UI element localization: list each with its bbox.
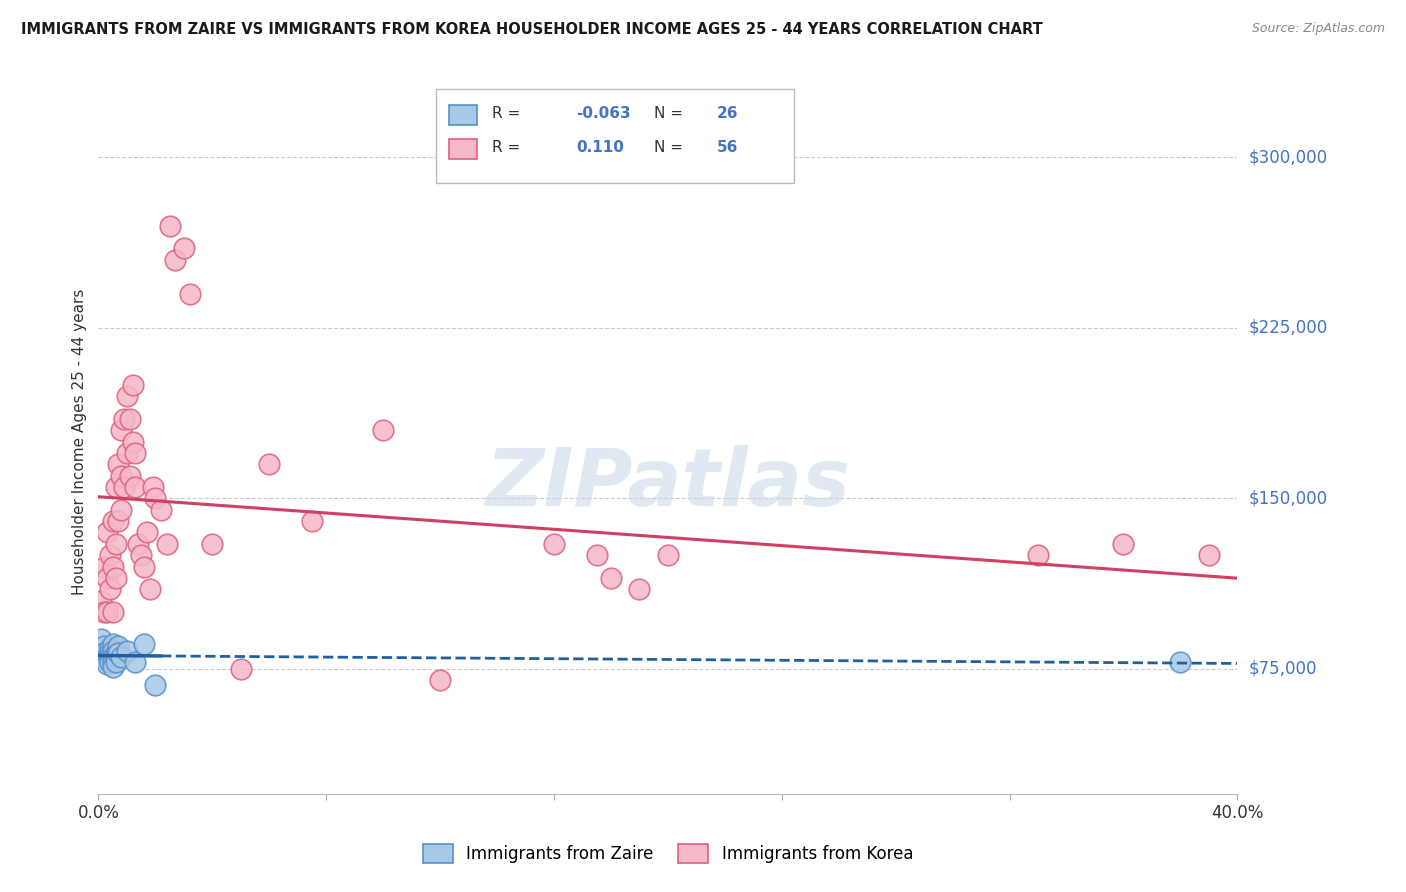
Point [124,655,146,669]
Point [1026,548,1049,562]
Point [104,571,127,585]
Point [98,582,121,597]
Text: R =: R = [492,106,526,120]
Point [104,650,127,665]
Point [96,650,118,665]
Point [543,537,565,551]
Point [110,502,132,516]
Point [115,643,138,657]
Point [159,219,181,233]
Point [132,559,155,574]
Point [93,605,115,619]
Point [1198,548,1220,562]
Point [101,643,124,657]
Point [373,423,395,437]
Point [165,252,187,267]
Point [657,548,679,562]
Point [121,434,143,449]
Text: $150,000: $150,000 [1249,490,1327,508]
Point [173,241,195,255]
Point [93,646,115,660]
Point [115,446,138,460]
Point [104,646,127,660]
Point [93,639,115,653]
Point [201,537,224,551]
Point [115,389,138,403]
Point [127,537,149,551]
Point [96,571,118,585]
Point [112,412,135,426]
Y-axis label: Householder Income Ages 25 - 44 years: Householder Income Ages 25 - 44 years [72,288,87,595]
Text: ZIPatlas: ZIPatlas [485,445,851,523]
Point [90,593,112,607]
Point [112,480,135,494]
Point [124,446,146,460]
Point [104,480,127,494]
Point [98,646,121,660]
Point [104,655,127,669]
Point [1112,537,1135,551]
Point [259,457,281,471]
Text: R =: R = [492,140,526,154]
Point [110,423,132,437]
Text: $225,000: $225,000 [1249,318,1327,337]
Point [229,662,252,676]
Text: 0.110: 0.110 [576,140,624,154]
Point [101,559,124,574]
Text: 26: 26 [717,106,738,120]
Point [96,605,118,619]
Point [124,480,146,494]
Point [301,514,323,528]
Point [96,657,118,672]
Point [1170,655,1192,669]
Point [98,548,121,562]
Point [132,637,155,651]
Point [135,525,157,540]
Point [107,457,129,471]
Text: $300,000: $300,000 [1249,148,1327,167]
Point [96,525,118,540]
Point [101,659,124,673]
Point [101,637,124,651]
Point [104,537,127,551]
Point [118,468,141,483]
Point [138,582,160,597]
Point [145,491,167,506]
Point [585,548,607,562]
Point [93,559,115,574]
Text: 56: 56 [717,140,738,154]
Point [98,655,121,669]
Point [129,548,152,562]
Point [156,537,179,551]
Point [98,641,121,656]
Point [121,377,143,392]
Legend: Immigrants from Zaire, Immigrants from Korea: Immigrants from Zaire, Immigrants from K… [416,838,920,870]
Point [145,678,167,692]
Point [107,514,129,528]
Text: N =: N = [654,106,688,120]
Point [429,673,451,688]
Text: -0.063: -0.063 [576,106,631,120]
Point [107,646,129,660]
Point [118,412,141,426]
Text: N =: N = [654,140,688,154]
Point [96,653,118,667]
Text: IMMIGRANTS FROM ZAIRE VS IMMIGRANTS FROM KOREA HOUSEHOLDER INCOME AGES 25 - 44 Y: IMMIGRANTS FROM ZAIRE VS IMMIGRANTS FROM… [21,22,1043,37]
Point [141,480,163,494]
Point [107,639,129,653]
Text: $75,000: $75,000 [1249,660,1317,678]
Point [628,582,651,597]
Point [110,650,132,665]
Point [90,632,112,647]
Point [179,286,201,301]
Point [150,502,173,516]
Text: Source: ZipAtlas.com: Source: ZipAtlas.com [1251,22,1385,36]
Point [98,650,121,665]
Point [600,571,623,585]
Point [101,650,124,665]
Point [101,514,124,528]
Point [101,605,124,619]
Point [101,655,124,669]
Point [110,468,132,483]
